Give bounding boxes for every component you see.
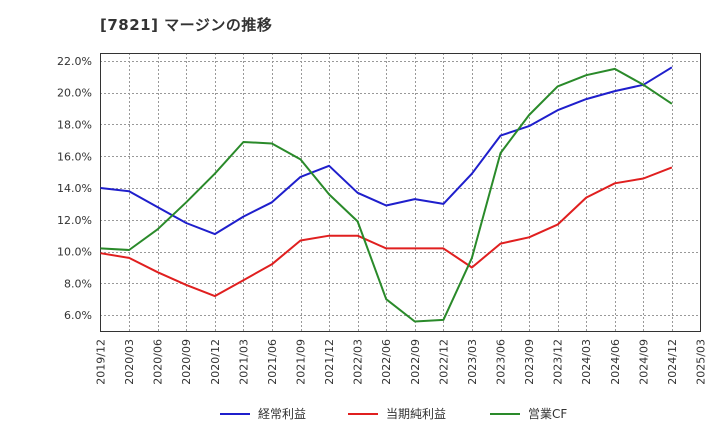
x-tick-label: 2020/09 [180,339,193,385]
series-line [100,166,673,298]
y-tick-label: 22.0% [57,55,92,68]
x-tick-label: 2023/12 [552,339,565,385]
y-tick-label: 14.0% [57,182,92,195]
legend-label: 当期純利益 [386,407,446,421]
x-axis: 2019/12 2020/03 2020/06 2020/09 2020/12 2021/… [95,339,708,385]
x-tick-label: 2020/06 [152,339,165,385]
x-tick-label: 2025/03 [695,339,708,385]
legend: 経常利益 当期純利益 営業CF [220,407,567,421]
x-tick-label: 2022/03 [352,339,365,385]
x-tick-label: 2020/12 [209,339,222,385]
chart-title: [7821] マージンの推移 [100,16,273,34]
plot-area [100,53,701,332]
x-tick-label: 2021/09 [295,339,308,385]
series-line [100,67,673,323]
x-tick-label: 2021/03 [237,339,250,385]
x-tick-label: 2021/12 [323,339,336,385]
y-tick-label: 20.0% [57,87,92,100]
series [100,66,673,323]
grid [100,53,700,331]
x-tick-label: 2024/03 [580,339,593,385]
x-tick-label: 2020/03 [123,339,136,385]
x-tick-label: 2023/09 [523,339,536,385]
x-tick-label: 2024/09 [637,339,650,385]
y-tick-label: 6.0% [64,309,92,322]
x-tick-label: 2019/12 [95,339,108,385]
y-tick-label: 16.0% [57,150,92,163]
x-tick-label: 2023/03 [466,339,479,385]
x-tick-label: 2022/06 [380,339,393,385]
x-tick-label: 2024/12 [666,339,679,385]
x-tick-label: 2022/12 [437,339,450,385]
y-axis: 6.0% 8.0% 10.0% 12.0% 14.0% 16.0% 18.0% 20.0% 22… [57,55,92,322]
y-tick-label: 10.0% [57,246,92,259]
x-tick-label: 2024/06 [609,339,622,385]
x-tick-label: 2022/09 [409,339,422,385]
x-tick-label: 2021/06 [266,339,279,385]
legend-label: 経常利益 [258,407,306,421]
legend-label: 営業CF [528,407,567,421]
y-tick-label: 18.0% [57,118,92,131]
series-line [100,66,673,236]
y-tick-label: 8.0% [64,277,92,290]
x-tick-label: 2023/06 [495,339,508,385]
y-tick-label: 12.0% [57,214,92,227]
